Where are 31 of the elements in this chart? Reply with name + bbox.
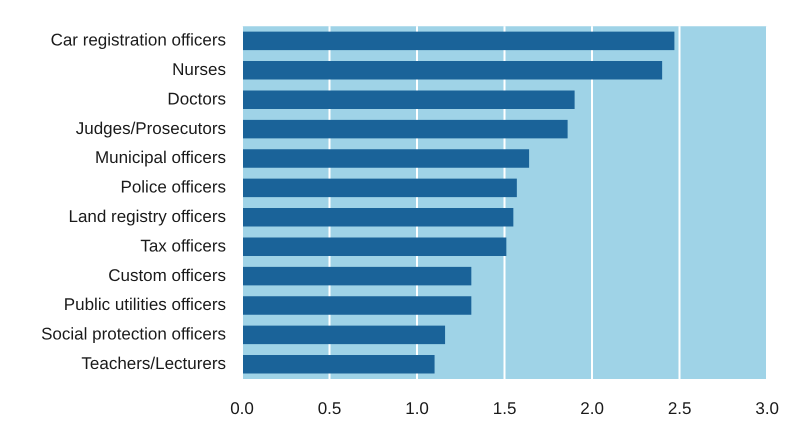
bar — [243, 32, 674, 50]
x-tick-label: 0.5 — [318, 398, 342, 418]
bar — [243, 120, 568, 138]
bar — [243, 61, 662, 80]
bar — [243, 296, 472, 315]
bar — [243, 178, 517, 198]
y-tick-label: Judges/Prosecutors — [76, 118, 226, 138]
y-tick-label: Land registry officers — [68, 206, 226, 226]
y-tick-label: Police officers — [120, 178, 226, 197]
x-tick-label: 3.0 — [755, 398, 780, 418]
y-tick-label: Car registration officers — [50, 30, 226, 50]
y-tick-label: Nurses — [172, 60, 226, 79]
y-tick-label: Public utilities officers — [64, 295, 226, 314]
y-tick-label: Tax officers — [140, 236, 226, 256]
y-tick-label: Social protection officers — [41, 324, 226, 344]
y-tick-label: Municipal officers — [94, 148, 226, 168]
x-tick-label: 2.5 — [668, 398, 692, 418]
y-tick-label: Teachers/Lecturers — [81, 354, 226, 373]
bar — [243, 266, 472, 286]
x-tick-label: 0.0 — [230, 398, 254, 418]
x-tick-label: 1.5 — [492, 398, 516, 418]
bar — [243, 90, 575, 109]
bar — [243, 326, 446, 344]
bar — [243, 237, 506, 256]
x-tick-label: 2.0 — [580, 398, 604, 418]
bar — [243, 149, 530, 168]
bar — [243, 208, 514, 227]
y-tick-label: Doctors — [167, 89, 226, 108]
x-tick-label: 1.0 — [405, 398, 429, 418]
bar — [243, 355, 435, 374]
y-tick-label: Custom officers — [108, 266, 226, 285]
